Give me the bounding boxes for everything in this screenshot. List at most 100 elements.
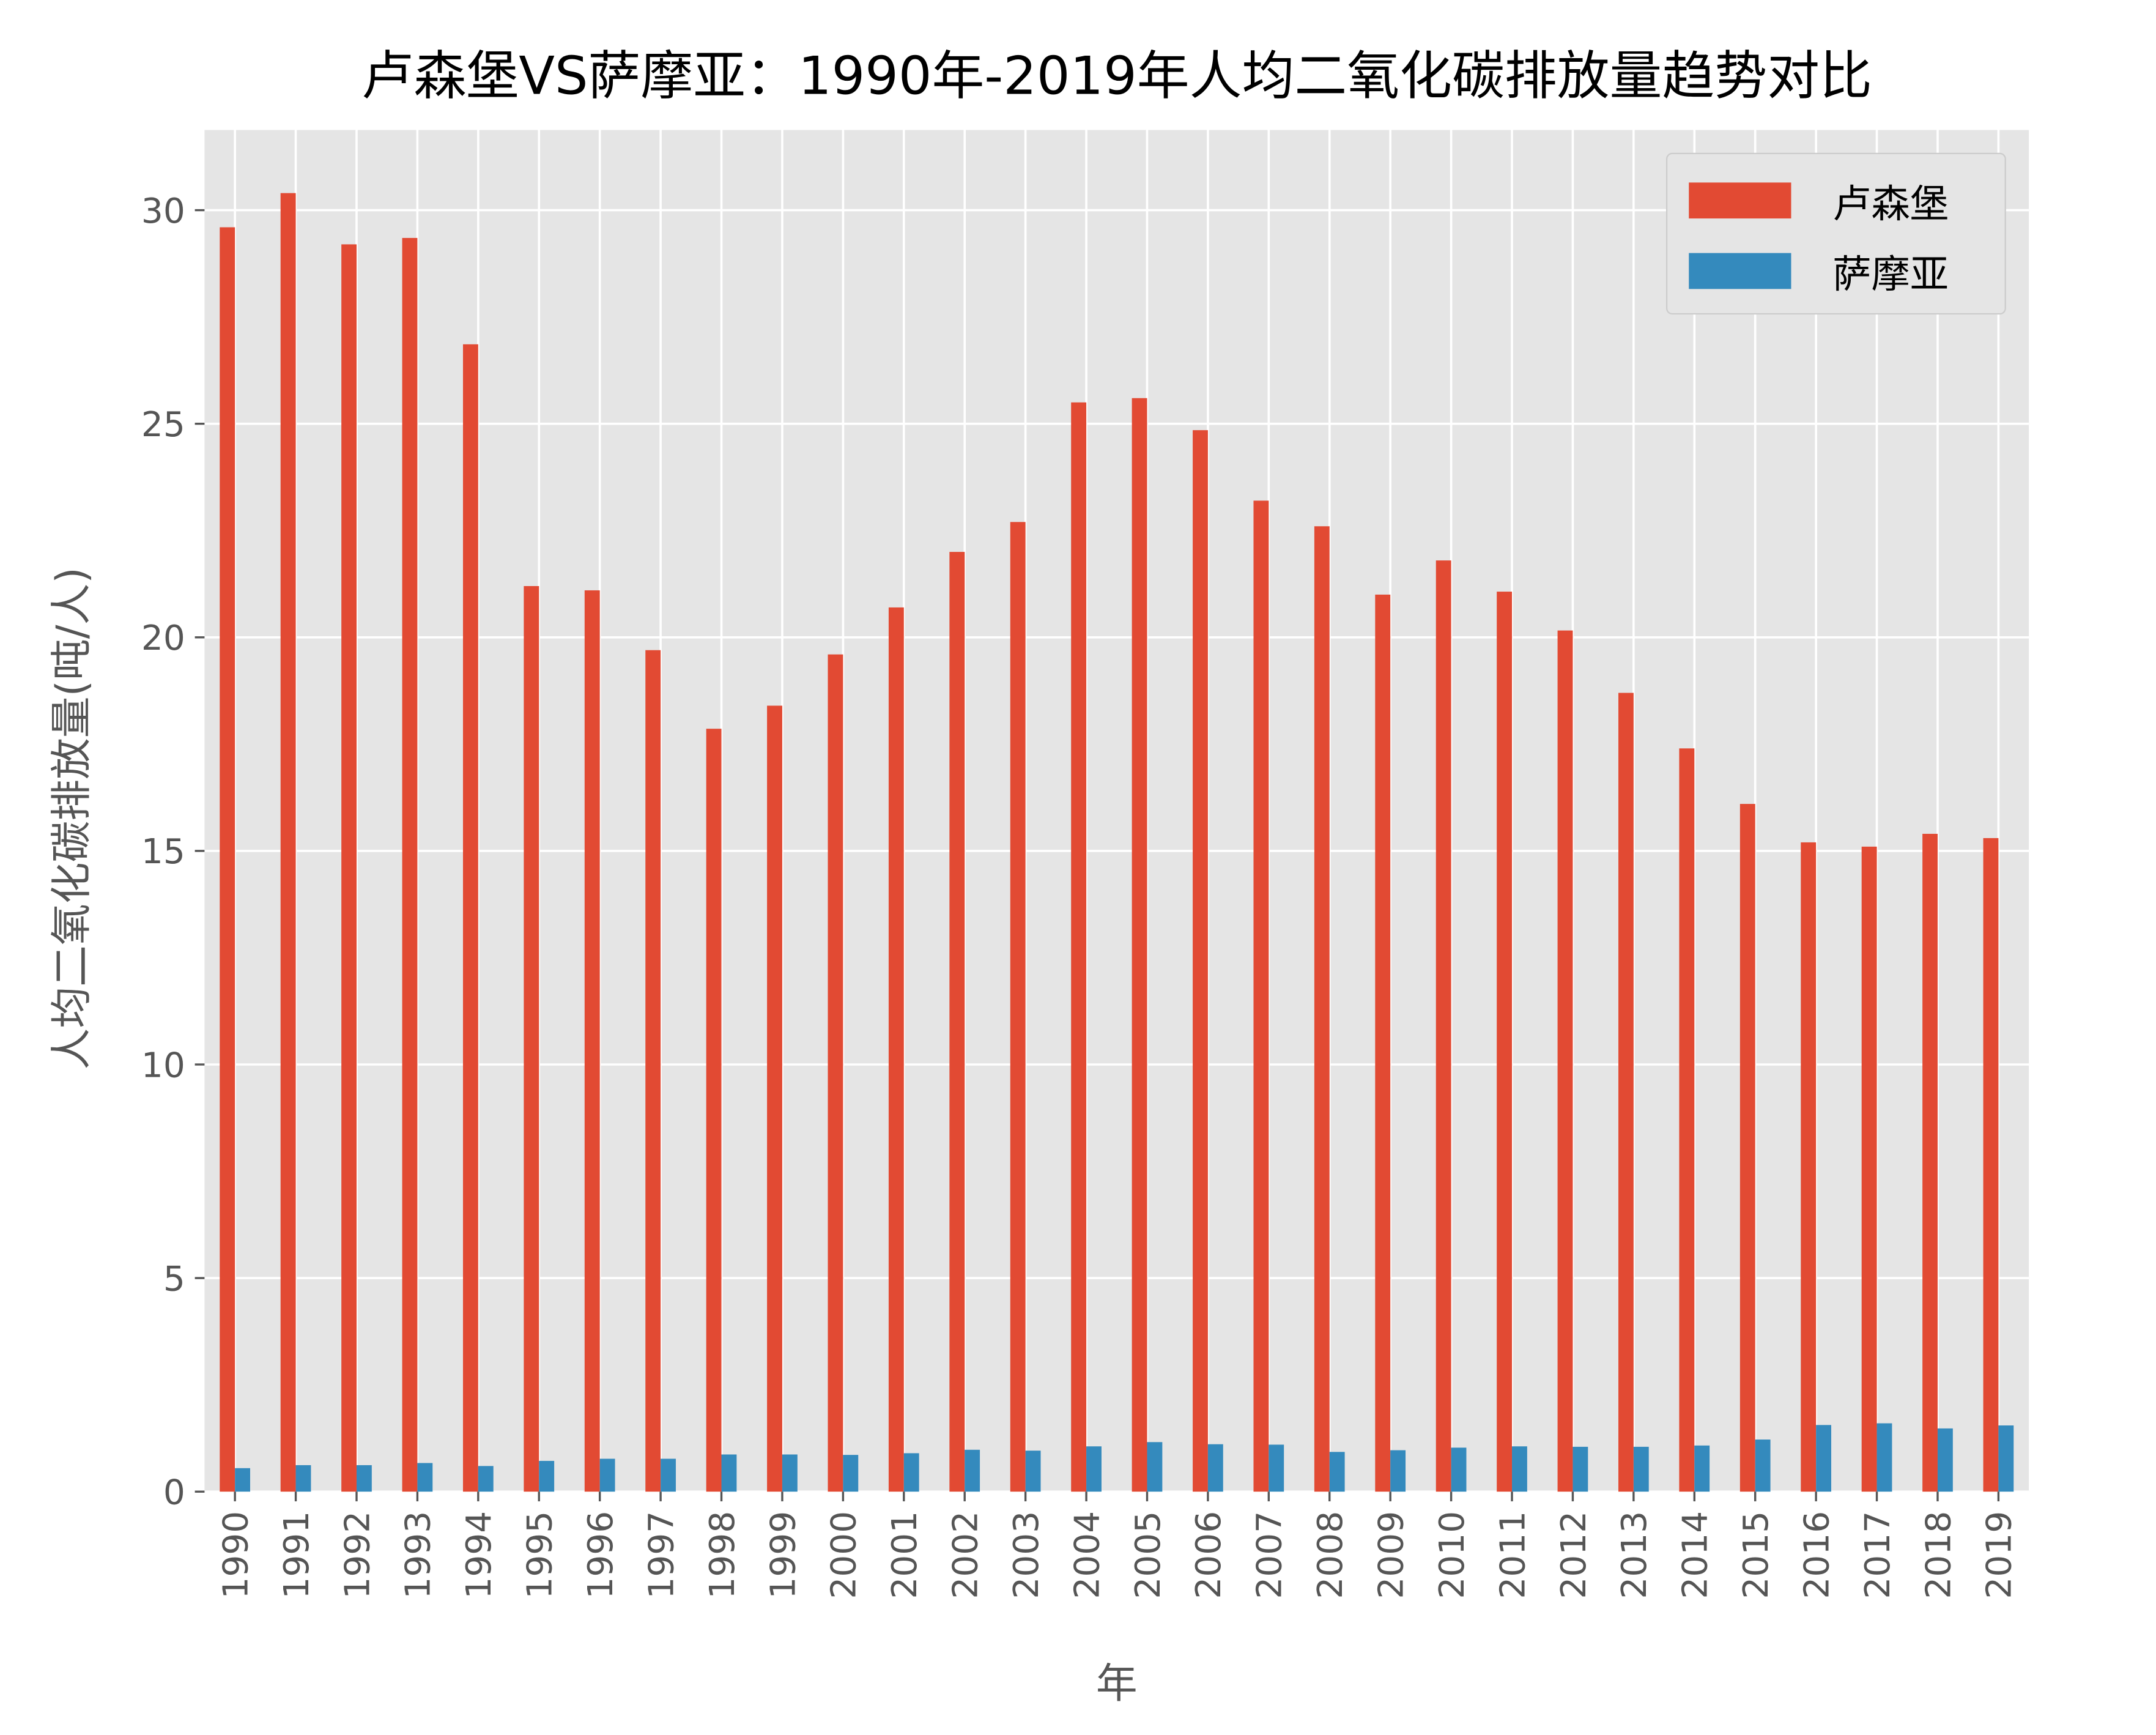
legend-label-luxembourg: 卢森堡 bbox=[1832, 181, 1949, 226]
legend-swatch-samoa bbox=[1689, 253, 1791, 289]
x-tick-label: 2003 bbox=[1007, 1511, 1047, 1599]
x-tick-label: 1998 bbox=[703, 1511, 743, 1599]
bar-samoa-1999 bbox=[782, 1454, 798, 1492]
y-tick-label: 20 bbox=[141, 619, 185, 658]
legend: 卢森堡 萨摩亚 bbox=[1665, 152, 2006, 315]
bar-luxembourg-2016 bbox=[1801, 842, 1817, 1492]
bar-luxembourg-1997 bbox=[645, 650, 661, 1492]
bar-luxembourg-1996 bbox=[584, 590, 600, 1492]
bar-samoa-1990 bbox=[235, 1468, 250, 1492]
bar-luxembourg-2012 bbox=[1557, 630, 1573, 1492]
x-tick-label: 1992 bbox=[338, 1511, 377, 1599]
bar-samoa-2004 bbox=[1086, 1446, 1102, 1492]
bar-samoa-2006 bbox=[1207, 1444, 1223, 1492]
x-tick-label: 2019 bbox=[1980, 1511, 2020, 1599]
bar-luxembourg-2018 bbox=[1922, 833, 1938, 1492]
bar-samoa-1996 bbox=[599, 1458, 615, 1492]
bar-luxembourg-2011 bbox=[1497, 592, 1513, 1492]
x-tick-label: 2000 bbox=[824, 1511, 864, 1599]
bar-luxembourg-2004 bbox=[1071, 402, 1087, 1492]
bar-samoa-2003 bbox=[1025, 1451, 1041, 1492]
bar-luxembourg-2007 bbox=[1253, 500, 1269, 1492]
x-tick-label: 2010 bbox=[1432, 1511, 1472, 1599]
bar-luxembourg-2000 bbox=[828, 654, 843, 1492]
bar-luxembourg-1991 bbox=[280, 193, 296, 1492]
x-tick-label: 1995 bbox=[520, 1511, 560, 1599]
bar-samoa-2000 bbox=[843, 1455, 859, 1492]
bar-samoa-2008 bbox=[1329, 1452, 1345, 1492]
bar-samoa-2011 bbox=[1512, 1446, 1527, 1492]
bar-samoa-2007 bbox=[1269, 1444, 1284, 1492]
bar-luxembourg-1993 bbox=[402, 237, 418, 1492]
bar-samoa-2002 bbox=[965, 1449, 980, 1492]
x-tick-label: 1991 bbox=[277, 1511, 317, 1599]
x-tick-label: 2002 bbox=[946, 1511, 986, 1599]
bar-luxembourg-2005 bbox=[1132, 398, 1147, 1492]
x-tick-label: 2008 bbox=[1311, 1511, 1350, 1599]
bar-samoa-1997 bbox=[661, 1458, 676, 1492]
bar-samoa-1994 bbox=[478, 1466, 494, 1492]
x-tick-label: 2015 bbox=[1736, 1511, 1776, 1599]
x-tick-label: 1997 bbox=[642, 1511, 681, 1599]
bar-luxembourg-2014 bbox=[1679, 748, 1695, 1492]
bar-samoa-1991 bbox=[295, 1465, 311, 1492]
bar-samoa-2009 bbox=[1390, 1450, 1406, 1492]
x-tick-label: 2012 bbox=[1554, 1511, 1594, 1599]
bar-samoa-2016 bbox=[1816, 1425, 1831, 1492]
y-tick-label: 10 bbox=[141, 1046, 185, 1085]
legend-swatch-luxembourg bbox=[1689, 182, 1791, 219]
bar-luxembourg-1998 bbox=[706, 729, 722, 1492]
bar-luxembourg-2019 bbox=[1983, 838, 1999, 1492]
bar-samoa-2014 bbox=[1694, 1445, 1710, 1492]
x-tick-label: 2006 bbox=[1189, 1511, 1229, 1599]
bar-samoa-2010 bbox=[1451, 1447, 1467, 1492]
bar-luxembourg-1994 bbox=[462, 344, 478, 1492]
bar-samoa-1992 bbox=[356, 1465, 372, 1492]
x-tick-label: 1994 bbox=[459, 1511, 499, 1599]
x-tick-label: 2016 bbox=[1797, 1511, 1837, 1599]
bar-luxembourg-1992 bbox=[341, 244, 357, 1492]
bar-luxembourg-1999 bbox=[767, 705, 782, 1492]
bar-samoa-2013 bbox=[1633, 1446, 1649, 1492]
y-axis-label: 人均二氧化碳排放量(吨/人) bbox=[47, 567, 95, 1069]
bar-samoa-2015 bbox=[1755, 1440, 1771, 1492]
bar-samoa-2001 bbox=[903, 1453, 919, 1492]
x-tick-label: 2011 bbox=[1493, 1511, 1533, 1599]
x-tick-label: 2014 bbox=[1676, 1511, 1716, 1599]
x-tick-label: 2018 bbox=[1919, 1511, 1958, 1599]
x-tick-label: 1993 bbox=[399, 1511, 439, 1599]
x-tick-label: 2007 bbox=[1250, 1511, 1290, 1599]
bar-luxembourg-2015 bbox=[1739, 804, 1755, 1492]
x-tick-label: 2005 bbox=[1128, 1511, 1168, 1599]
bar-luxembourg-2017 bbox=[1861, 846, 1877, 1492]
bar-samoa-2005 bbox=[1147, 1442, 1163, 1492]
x-tick-label: 2004 bbox=[1067, 1511, 1107, 1599]
x-axis-label: 年 bbox=[1096, 1659, 1138, 1707]
bar-luxembourg-2006 bbox=[1193, 430, 1208, 1492]
bar-luxembourg-1995 bbox=[524, 585, 539, 1492]
bar-luxembourg-2002 bbox=[949, 552, 965, 1492]
x-tick-label: 2017 bbox=[1858, 1511, 1898, 1599]
bar-luxembourg-1990 bbox=[220, 227, 235, 1492]
y-tick-label: 0 bbox=[163, 1473, 185, 1513]
bar-samoa-1993 bbox=[417, 1463, 433, 1492]
bar-luxembourg-2010 bbox=[1435, 560, 1451, 1492]
plot-area bbox=[204, 130, 2029, 1492]
x-tick-label: 2001 bbox=[885, 1511, 925, 1599]
x-tick-label: 1996 bbox=[581, 1511, 621, 1599]
x-tick-label: 1990 bbox=[216, 1511, 256, 1599]
bar-luxembourg-2009 bbox=[1375, 594, 1391, 1492]
bar-samoa-2012 bbox=[1573, 1446, 1588, 1492]
bar-samoa-1998 bbox=[721, 1454, 737, 1492]
y-tick-label: 5 bbox=[163, 1259, 185, 1299]
x-tick-label: 1999 bbox=[763, 1511, 803, 1599]
bar-samoa-1995 bbox=[539, 1460, 555, 1492]
x-tick-label: 2009 bbox=[1372, 1511, 1412, 1599]
y-tick-label: 25 bbox=[141, 405, 185, 445]
y-tick-label: 15 bbox=[141, 832, 185, 872]
bars bbox=[220, 193, 2014, 1492]
bar-samoa-2019 bbox=[1998, 1425, 2014, 1492]
bar-luxembourg-2013 bbox=[1618, 693, 1634, 1492]
bar-luxembourg-2003 bbox=[1010, 522, 1026, 1492]
